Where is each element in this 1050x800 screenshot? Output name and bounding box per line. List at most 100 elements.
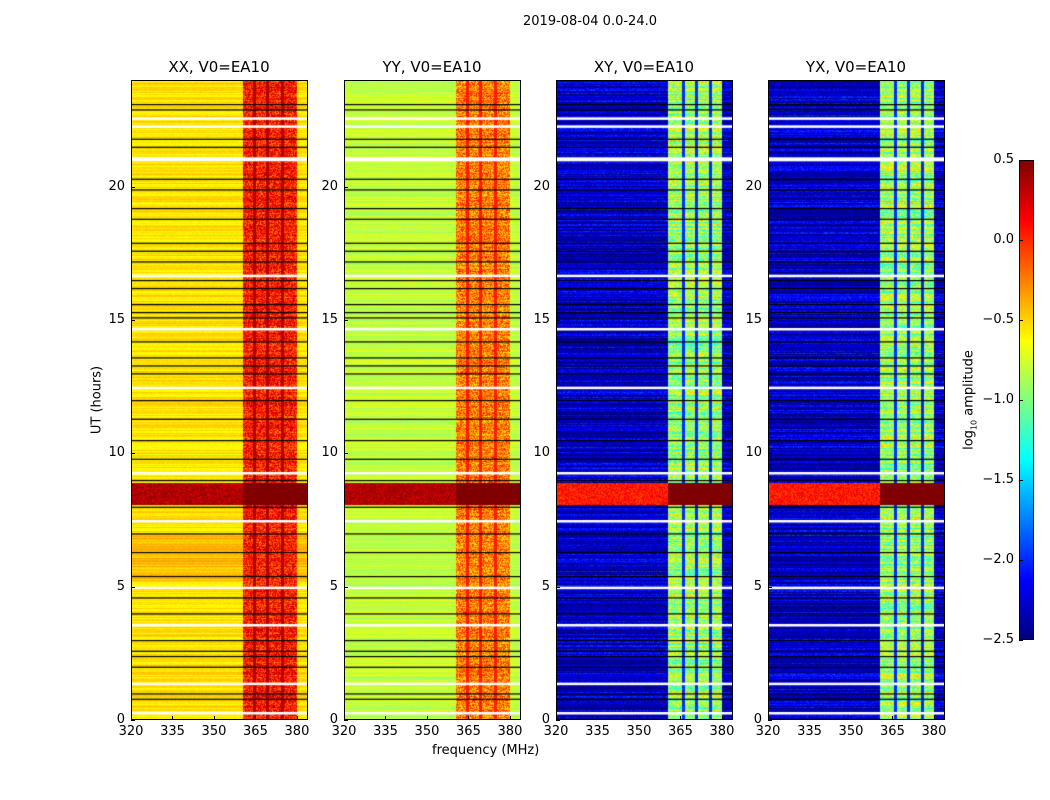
y-tick-label: 0 bbox=[753, 712, 762, 727]
colorbar-tick-label: −1.5 bbox=[982, 472, 1014, 487]
colorbar-tick-label: −2.0 bbox=[982, 552, 1014, 567]
x-tick-label: 350 bbox=[414, 724, 440, 739]
x-tick bbox=[131, 716, 132, 720]
x-tick bbox=[638, 716, 640, 720]
y-tick bbox=[768, 186, 772, 188]
y-tick-label: 0 bbox=[116, 712, 125, 727]
y-tick bbox=[556, 320, 560, 321]
x-tick-label: 350 bbox=[838, 724, 864, 739]
x-tick bbox=[597, 716, 599, 720]
x-tick bbox=[892, 716, 894, 720]
heatmap-image bbox=[344, 80, 521, 720]
y-tick bbox=[344, 320, 348, 321]
y-tick bbox=[556, 586, 560, 588]
x-tick bbox=[255, 716, 257, 720]
y-tick-label: 15 bbox=[533, 312, 550, 327]
x-tick bbox=[680, 716, 682, 720]
x-tick bbox=[809, 716, 811, 720]
x-tick-label: 365 bbox=[668, 724, 693, 739]
x-tick bbox=[556, 716, 557, 720]
x-tick bbox=[933, 716, 935, 720]
y-tick-label: 10 bbox=[745, 445, 762, 461]
y-tick-label: 20 bbox=[321, 178, 338, 194]
y-tick bbox=[344, 586, 348, 588]
y-axis-label: UT (hours) bbox=[89, 365, 105, 435]
x-tick-label: 380 bbox=[497, 724, 523, 739]
y-tick bbox=[131, 320, 135, 321]
x-tick bbox=[721, 716, 723, 720]
heatmap-panel: 0 5 10 15 20 320 335 350 365 380 bbox=[745, 80, 946, 739]
x-tick bbox=[509, 716, 511, 720]
x-tick bbox=[426, 716, 428, 720]
x-tick bbox=[213, 716, 215, 720]
heatmap-panel: 0 5 10 15 20 320 335 350 365 380 bbox=[533, 80, 734, 739]
colorbar-label: log10 amplitude bbox=[961, 350, 979, 450]
y-tick bbox=[556, 720, 560, 721]
colorbar-tick bbox=[1019, 480, 1023, 481]
y-tick-label: 20 bbox=[533, 178, 550, 194]
x-tick-label: 320 bbox=[755, 724, 781, 739]
y-tick-label: 0 bbox=[329, 712, 338, 727]
colorbar-tick bbox=[1019, 640, 1023, 641]
y-tick bbox=[556, 453, 560, 455]
colorbar-tick bbox=[1019, 240, 1023, 241]
x-tick-label: 350 bbox=[201, 724, 227, 739]
y-tick bbox=[131, 586, 135, 588]
x-tick bbox=[172, 716, 174, 720]
y-tick bbox=[344, 453, 348, 455]
x-tick bbox=[296, 716, 298, 720]
heatmap-image bbox=[768, 80, 945, 720]
panel-title: XY, V0=EA10 bbox=[593, 58, 695, 76]
heatmap-panel: 0 5 10 15 20 320 335 350 365 380 bbox=[108, 80, 309, 739]
x-tick-label: 335 bbox=[373, 724, 398, 739]
y-tick-label: 20 bbox=[108, 178, 125, 194]
x-tick-label: 335 bbox=[160, 724, 185, 739]
y-tick bbox=[556, 186, 560, 188]
heatmap-image bbox=[556, 80, 733, 720]
y-tick-label: 0 bbox=[541, 712, 550, 727]
colorbar-tick-label: −0.5 bbox=[982, 312, 1014, 327]
panel-title: YY, V0=EA10 bbox=[382, 58, 482, 76]
x-tick-label: 320 bbox=[543, 724, 569, 739]
colorbar-tick bbox=[1019, 160, 1023, 161]
x-tick bbox=[344, 716, 345, 720]
panel-frame bbox=[768, 80, 945, 720]
x-tick-label: 380 bbox=[709, 724, 735, 739]
colorbar-tick-label: −2.5 bbox=[982, 632, 1014, 647]
colorbar-tick-label: 0.5 bbox=[993, 152, 1014, 167]
x-tick-label: 335 bbox=[797, 724, 822, 739]
y-tick-label: 5 bbox=[329, 578, 338, 594]
colorbar-tick-label: 0.0 bbox=[993, 232, 1014, 247]
x-tick-label: 350 bbox=[626, 724, 652, 739]
y-tick-label: 5 bbox=[116, 578, 125, 594]
y-tick-label: 15 bbox=[745, 312, 762, 327]
y-tick bbox=[131, 186, 135, 188]
y-tick-label: 15 bbox=[108, 312, 125, 327]
x-tick bbox=[468, 716, 470, 720]
colorbar-tick bbox=[1019, 320, 1023, 321]
panel-frame bbox=[344, 80, 521, 720]
panel-title: XX, V0=EA10 bbox=[168, 58, 270, 76]
y-tick-label: 5 bbox=[753, 578, 762, 594]
panel-title: YX, V0=EA10 bbox=[805, 58, 907, 76]
x-tick bbox=[768, 716, 769, 720]
panel-frame bbox=[556, 80, 733, 720]
x-tick-label: 320 bbox=[118, 724, 144, 739]
y-tick-label: 10 bbox=[321, 445, 338, 461]
colorbar-tick bbox=[1019, 400, 1023, 401]
x-tick-label: 335 bbox=[585, 724, 610, 739]
x-tick bbox=[385, 716, 387, 720]
panel-frame bbox=[131, 80, 308, 720]
y-tick-label: 20 bbox=[745, 178, 762, 194]
y-tick bbox=[131, 720, 135, 721]
y-tick-label: 15 bbox=[321, 312, 338, 327]
x-tick-label: 380 bbox=[284, 724, 310, 739]
y-tick bbox=[344, 720, 348, 721]
colorbar-tick-label: −1.0 bbox=[982, 392, 1014, 407]
x-axis-label: frequency (MHz) bbox=[432, 743, 540, 758]
figure-title: 2019-08-04 0.0-24.0 bbox=[523, 14, 657, 29]
x-tick bbox=[850, 716, 852, 720]
x-tick-label: 365 bbox=[456, 724, 481, 739]
y-tick bbox=[768, 720, 772, 721]
